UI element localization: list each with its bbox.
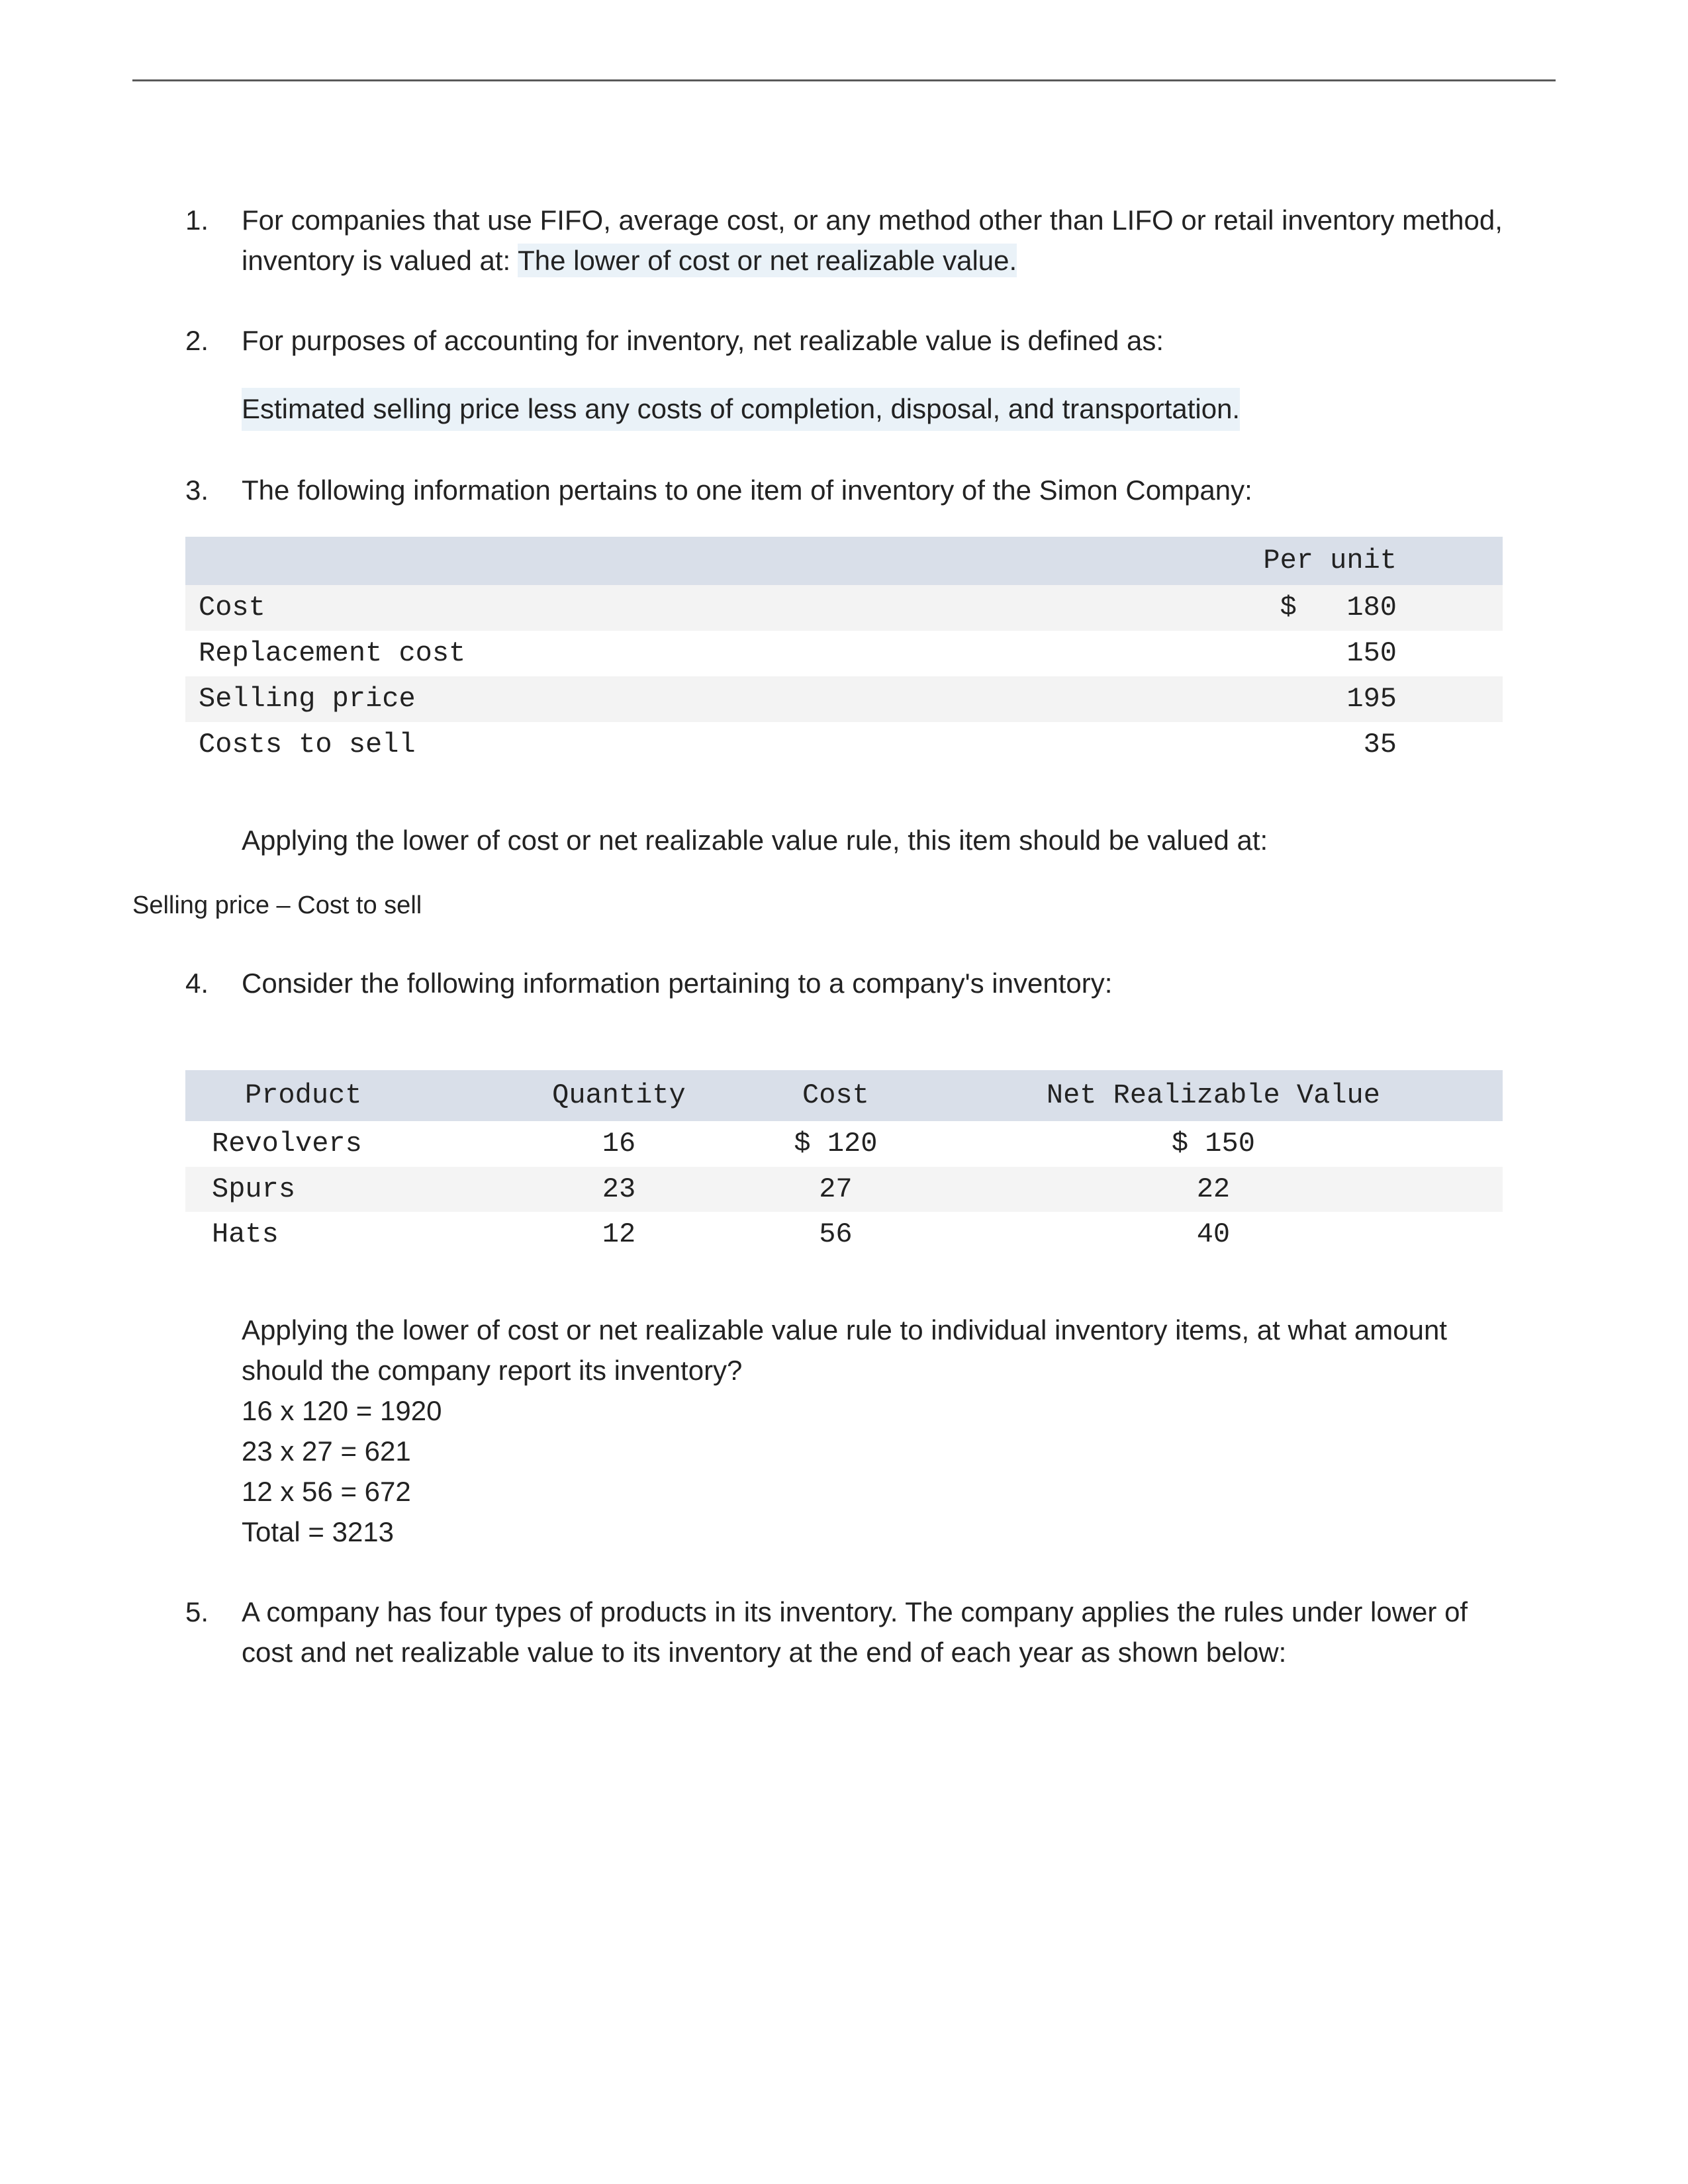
q3-table-header-perunit: Per unit: [910, 537, 1503, 585]
q3-row-value: $ 180: [910, 585, 1503, 631]
q4-cell-quantity: 23: [491, 1167, 747, 1212]
question-list: For companies that use FIFO, average cos…: [185, 201, 1503, 1672]
q3-table-header-row: Per unit: [185, 537, 1503, 585]
q3-row-value: 35: [910, 722, 1503, 768]
q4-cell-nrv: 40: [924, 1212, 1503, 1257]
q4-calc-line: 23 x 27 = 621: [242, 1432, 1503, 1472]
question-3: The following information pertains to on…: [185, 471, 1503, 924]
q4-table: Product Quantity Cost Net Realizable Val…: [185, 1070, 1503, 1258]
q5-lead: A company has four types of products in …: [242, 1596, 1468, 1668]
table-row: Replacement cost 150: [185, 631, 1503, 676]
q3-row-label: Costs to sell: [185, 722, 910, 768]
table-row: Costs to sell 35: [185, 722, 1503, 768]
q4-followup-text: Applying the lower of cost or net realiz…: [242, 1310, 1503, 1391]
q3-row-label: Selling price: [185, 676, 910, 722]
question-5: A company has four types of products in …: [185, 1592, 1503, 1673]
q3-row-label: Cost: [185, 585, 910, 631]
q3-table-header-blank: [185, 537, 910, 585]
q3-lead: The following information pertains to on…: [242, 475, 1252, 506]
q4-header-cost: Cost: [747, 1070, 924, 1121]
table-row: Hats 12 56 40: [185, 1212, 1503, 1257]
question-1: For companies that use FIFO, average cos…: [185, 201, 1503, 281]
q4-cell-cost: 56: [747, 1212, 924, 1257]
q3-answer-note: Selling price – Cost to sell: [132, 887, 1503, 924]
q4-table-header-row: Product Quantity Cost Net Realizable Val…: [185, 1070, 1503, 1121]
q3-table: Per unit Cost $ 180 Replacement cost 150…: [185, 537, 1503, 767]
q4-cell-product: Revolvers: [185, 1121, 491, 1167]
q4-calc-line: 12 x 56 = 672: [242, 1472, 1503, 1512]
q2-lead: For purposes of accounting for inventory…: [242, 325, 1164, 356]
q4-cell-product: Hats: [185, 1212, 491, 1257]
q1-answer-highlight: The lower of cost or net realizable valu…: [518, 244, 1017, 277]
table-row: Spurs 23 27 22: [185, 1167, 1503, 1212]
q4-cell-product: Spurs: [185, 1167, 491, 1212]
q4-cell-cost: $ 120: [747, 1121, 924, 1167]
q4-cell-quantity: 16: [491, 1121, 747, 1167]
q4-header-nrv: Net Realizable Value: [924, 1070, 1503, 1121]
q4-cell-quantity: 12: [491, 1212, 747, 1257]
content-area: For companies that use FIFO, average cos…: [132, 201, 1556, 1672]
q3-row-value: 150: [910, 631, 1503, 676]
q3-followup: Applying the lower of cost or net realiz…: [242, 821, 1503, 861]
q4-cell-nrv: $ 150: [924, 1121, 1503, 1167]
q4-lead: Consider the following information perta…: [242, 968, 1112, 999]
page: For companies that use FIFO, average cos…: [0, 0, 1688, 2184]
q4-header-quantity: Quantity: [491, 1070, 747, 1121]
question-4: Consider the following information perta…: [185, 964, 1503, 1553]
q2-answer-highlight: Estimated selling price less any costs o…: [242, 388, 1240, 431]
q4-cell-nrv: 22: [924, 1167, 1503, 1212]
table-row: Revolvers 16 $ 120 $ 150: [185, 1121, 1503, 1167]
top-rule: [132, 79, 1556, 81]
q4-calc-line: 16 x 120 = 1920: [242, 1391, 1503, 1432]
q3-row-label: Replacement cost: [185, 631, 910, 676]
table-row: Cost $ 180: [185, 585, 1503, 631]
table-row: Selling price 195: [185, 676, 1503, 722]
q4-cell-cost: 27: [747, 1167, 924, 1212]
q4-followup: Applying the lower of cost or net realiz…: [242, 1310, 1503, 1552]
q3-row-value: 195: [910, 676, 1503, 722]
q4-header-product: Product: [185, 1070, 491, 1121]
question-2: For purposes of accounting for inventory…: [185, 321, 1503, 431]
q4-calc-line: Total = 3213: [242, 1512, 1503, 1553]
